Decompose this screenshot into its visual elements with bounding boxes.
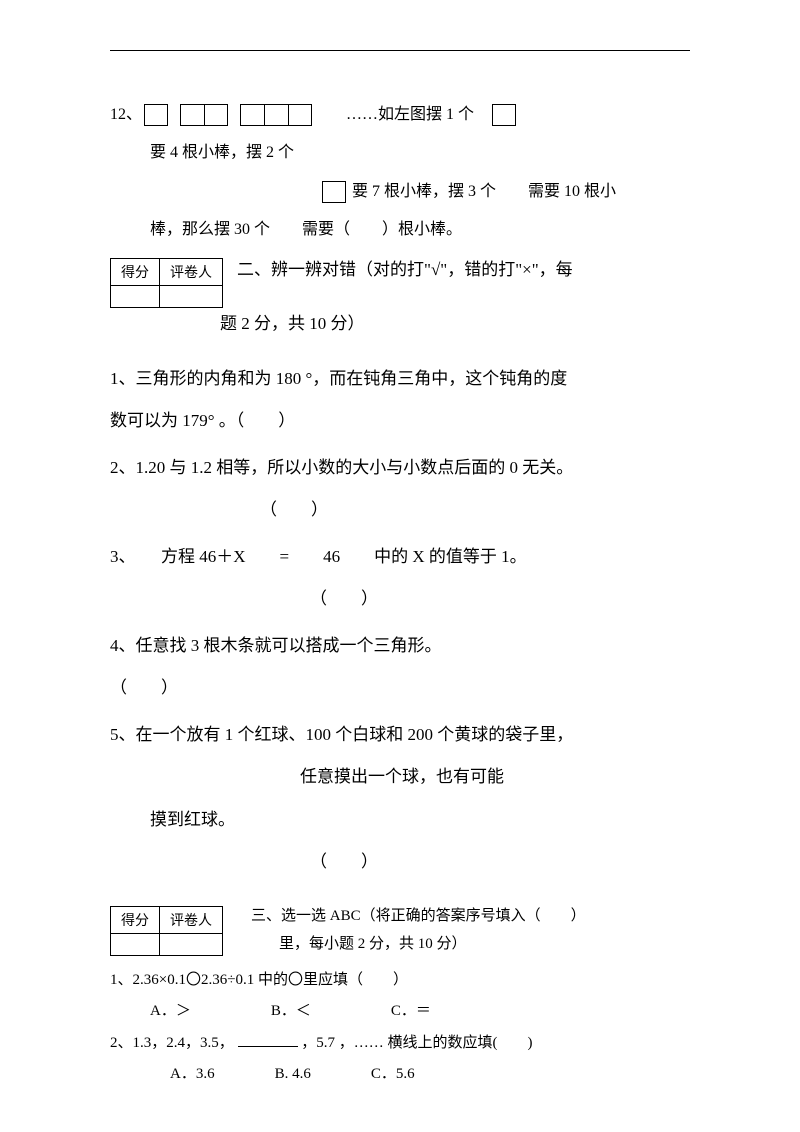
s3-q2b: ，5.7 ，…… 横线上的数应填( ) [301,1035,532,1051]
square-3-icon [240,104,312,126]
s3-q1-options: A．＞ B．＜ C．＝ [110,996,690,1028]
score-header-2: 评卷人 [160,258,223,285]
square-1-icon [144,104,168,126]
section3-title-a: 三、选一选 ABC（将正确的答案序号填入（ ） [251,902,690,931]
score-header-2b: 评卷人 [160,906,223,933]
s2-q5a: 5、在一个放有 1 个红球、100 个白球和 200 个黄球的袋子里， [110,714,690,757]
top-rule [110,50,690,51]
s2-q5: 5、在一个放有 1 个红球、100 个白球和 200 个黄球的袋子里， 任意摸出… [110,714,690,884]
q12-line1: 12、 ……如左图摆 1 个 [110,96,690,134]
section2-title-a: 二、辨一辨对错（对的打"√"，错的打"×"，每 [237,254,690,286]
s3-q2-ob: B. 4.6 [275,1059,311,1091]
score-table-2: 得分 评卷人 [110,906,223,956]
q12-num: 12、 [110,96,142,134]
s2-q4a: 4、任意找 3 根木条就可以搭成一个三角形。 [110,625,690,668]
q12-line2: 要 4 根小棒，摆 2 个 [110,134,690,172]
q12-line4: 棒，那么摆 30 个 需要（ ）根小棒。 [110,211,690,249]
section3-title: 三、选一选 ABC（将正确的答案序号填入（ ） 里，每小题 2 分，共 10 分… [251,902,690,959]
s3-q1-a: A．＞ [150,996,191,1028]
s3-q1: 1、2.36×0.1〇2.36÷0.1 中的〇里应填（ ） [110,965,690,997]
s2-q5b: 任意摸出一个球，也有可能 [110,756,690,799]
q12-tail1: ……如左图摆 1 个 [346,96,474,134]
s2-q5d: （ ） [110,841,690,884]
s3-q1-b: B．＜ [271,996,311,1028]
score-header-1: 得分 [111,258,160,285]
score-cell-2b [160,933,223,955]
square-single2-icon [322,181,346,203]
square-2-icon [180,104,228,126]
s3-q2-oa: A．3.6 [170,1059,215,1091]
s3-q2-oc: C．5.6 [371,1059,415,1091]
s2-q2: 2、1.20 与 1.2 相等，所以小数的大小与小数点后面的 0 无关。 （ ） [110,447,690,532]
s2-q3b: （ ） [110,578,690,621]
score-cell-2 [160,285,223,307]
score-table-1: 得分 评卷人 [110,258,223,308]
s2-q1b: 数可以为 179° 。（ ） [110,400,690,443]
section2-header: 得分 评卷人 二、辨一辨对错（对的打"√"，错的打"×"，每 [110,254,690,308]
section3-questions: 1、2.36×0.1〇2.36÷0.1 中的〇里应填（ ） A．＞ B．＜ C．… [110,965,690,1091]
section2-title-b: 题 2 分，共 10 分） [110,308,690,340]
q12-line3: 要 7 根小棒，摆 3 个 需要 10 根小 [110,173,690,211]
s2-q1: 1、三角形的内角和为 180 °，而在钝角三角中，这个钝角的度 数可以为 179… [110,358,690,443]
s2-q3: 3、 方程 46＋X = 46 中的 X 的值等于 1。 （ ） [110,536,690,621]
page: 12、 ……如左图摆 1 个 要 4 根小棒，摆 2 个 要 7 根小棒，摆 3… [0,0,800,1131]
s3-q2-options: A．3.6 B. 4.6 C．5.6 [110,1059,690,1091]
s2-q4b: （ ） [110,667,690,710]
s2-q5c: 摸到红球。 [110,799,690,842]
s3-q2a: 2、1.3，2.4，3.5， [110,1035,234,1051]
s3-q1-c: C．＝ [391,996,431,1028]
s2-q1a: 1、三角形的内角和为 180 °，而在钝角三角中，这个钝角的度 [110,358,690,401]
score-cell-1 [111,285,160,307]
s2-q3a: 3、 方程 46＋X = 46 中的 X 的值等于 1。 [110,536,690,579]
section3-header: 得分 评卷人 三、选一选 ABC（将正确的答案序号填入（ ） 里，每小题 2 分… [110,902,690,959]
s2-q2a: 2、1.20 与 1.2 相等，所以小数的大小与小数点后面的 0 无关。 [110,447,690,490]
blank-underline [238,1033,298,1047]
section2-questions: 1、三角形的内角和为 180 °，而在钝角三角中，这个钝角的度 数可以为 179… [110,358,690,884]
s2-q2b: （ ） [110,489,690,532]
s3-q2: 2、1.3，2.4，3.5， ，5.7 ，…… 横线上的数应填( ) [110,1028,690,1060]
square-single-icon [492,104,516,126]
score-cell-1b [111,933,160,955]
section3-title-b: 里，每小题 2 分，共 10 分） [251,930,690,959]
s2-q4: 4、任意找 3 根木条就可以搭成一个三角形。 （ ） [110,625,690,710]
score-header-1b: 得分 [111,906,160,933]
